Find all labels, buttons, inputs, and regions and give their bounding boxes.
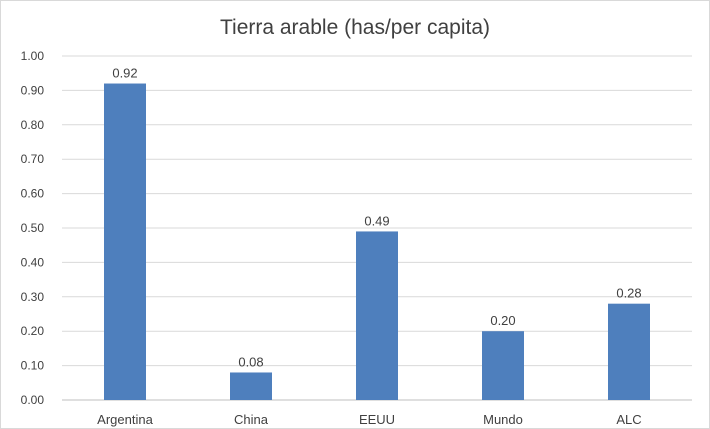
y-tick-label: 1.00 xyxy=(21,49,45,63)
data-labels: 0.92 0.08 0.49 0.20 0.28 xyxy=(112,66,641,370)
y-tick-label: 0.50 xyxy=(21,221,45,235)
bar-argentina xyxy=(104,83,146,401)
y-tick-label: 0.00 xyxy=(21,393,45,407)
gridlines xyxy=(62,55,692,401)
y-tick-label: 0.60 xyxy=(21,187,45,201)
category-label: Mundo xyxy=(483,412,523,427)
data-label: 0.49 xyxy=(364,213,389,228)
y-tick-label: 0.40 xyxy=(21,255,45,269)
y-tick-label: 0.90 xyxy=(21,83,45,97)
category-label: China xyxy=(234,412,269,427)
bars xyxy=(104,83,650,401)
data-label: 0.20 xyxy=(490,313,515,328)
category-label: EEUU xyxy=(359,412,395,427)
x-axis-category-labels: Argentina China EEUU Mundo ALC xyxy=(97,412,641,427)
y-tick-label: 0.10 xyxy=(21,359,45,373)
chart-title: Tierra arable (has/per capita) xyxy=(219,16,490,39)
bar-mundo xyxy=(482,331,524,400)
y-axis-tick-labels: 0.00 0.10 0.20 0.30 0.40 0.50 0.60 0.70 0.80 0.90… xyxy=(21,49,45,407)
category-label: Argentina xyxy=(97,412,153,427)
y-tick-label: 0.30 xyxy=(21,290,45,304)
y-tick-label: 0.80 xyxy=(21,118,45,132)
data-label: 0.28 xyxy=(616,286,641,301)
data-label: 0.92 xyxy=(112,66,137,81)
category-label: ALC xyxy=(616,412,641,427)
data-label: 0.08 xyxy=(238,354,263,369)
bar-china xyxy=(230,372,272,400)
y-tick-label: 0.20 xyxy=(21,324,45,338)
bar-alc xyxy=(608,303,650,400)
y-tick-label: 0.70 xyxy=(21,152,45,166)
bar-eeuu xyxy=(356,231,398,400)
